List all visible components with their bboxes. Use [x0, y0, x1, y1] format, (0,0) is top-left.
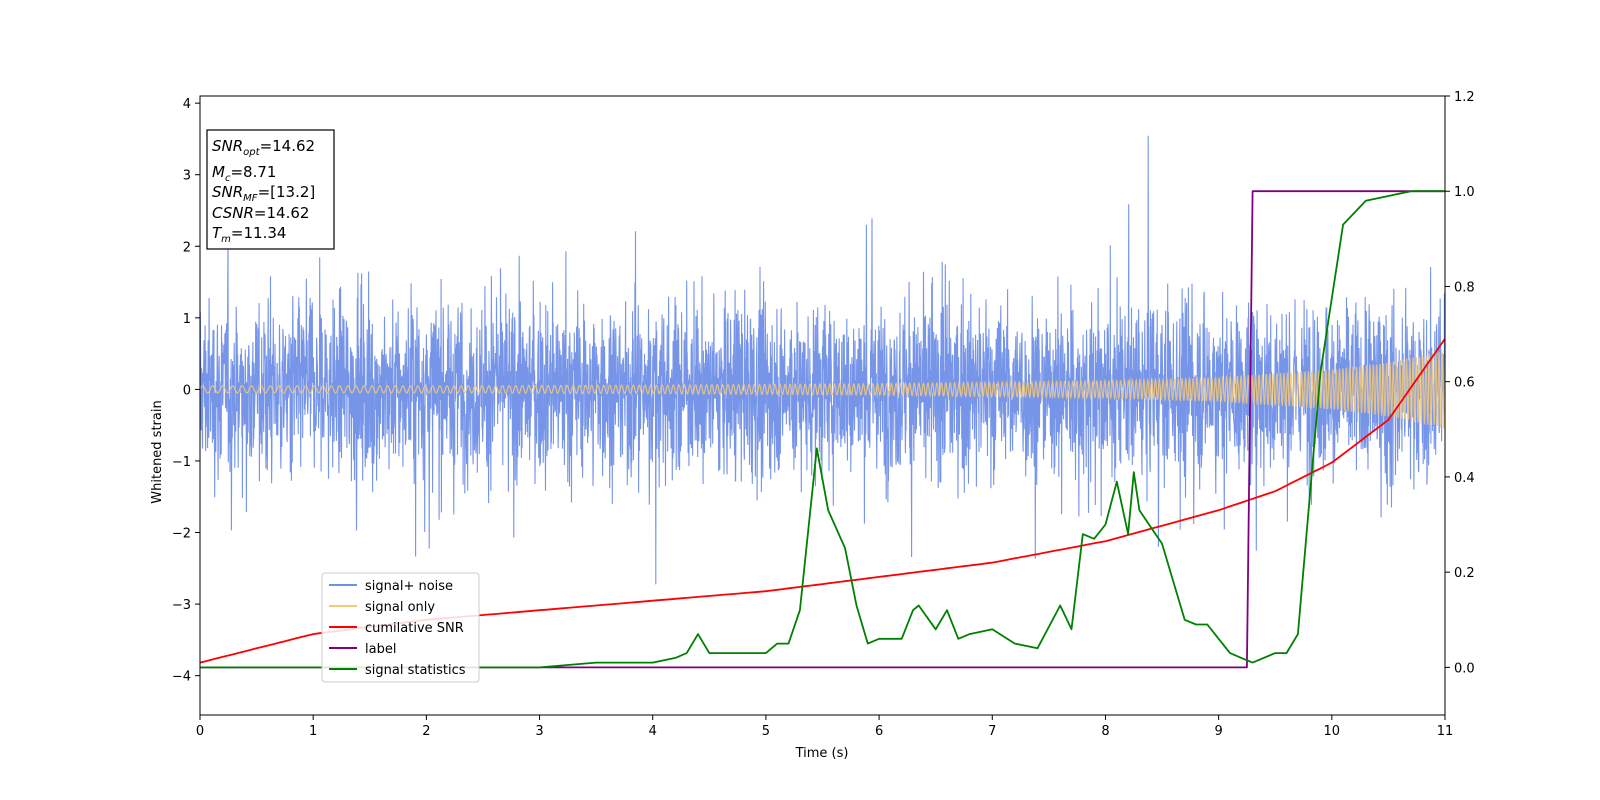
y-tick-label: 4 [183, 97, 191, 112]
info-mc: Mc=8.71 [212, 163, 276, 184]
series-signal-noise [200, 135, 1445, 585]
y2-tick-label: 1.2 [1454, 90, 1475, 105]
y-tick-label: −3 [172, 598, 191, 613]
y2-tick-label: 0.8 [1454, 280, 1475, 295]
x-tick-label: 1 [309, 724, 317, 739]
series-signal-only [200, 351, 1445, 429]
info-snr-mf: SNRMF=[13.2] [212, 183, 315, 204]
y-axis-label: Whitened strain [150, 400, 165, 503]
x-tick-label: 2 [422, 724, 430, 739]
legend-label-signal-noise: signal+ noise [365, 579, 453, 594]
y-tick-label: 1 [183, 312, 191, 327]
y-tick-label: −4 [172, 670, 191, 685]
info-box-frame [206, 129, 335, 250]
y-tick-label: 2 [183, 240, 191, 255]
x-tick-label: 7 [988, 724, 996, 739]
x-tick-label: 4 [649, 724, 657, 739]
series-label [200, 190, 1445, 669]
legend-label-signal-only: signal only [365, 600, 435, 615]
y2-tick-label: 1.0 [1454, 185, 1475, 200]
y-tick-label: 3 [183, 169, 191, 184]
x-tick-label: 11 [1437, 724, 1454, 739]
y2-tick-label: 0.2 [1454, 566, 1475, 581]
x-tick-label: 10 [1324, 724, 1341, 739]
x-axis-label: Time (s) [795, 746, 849, 761]
y-tick-label: −2 [172, 527, 191, 542]
info-box: SNRopt=14.62 Mc=8.71 SNRMF=[13.2] CSNR=1… [206, 129, 335, 250]
x-tick-label: 5 [762, 724, 770, 739]
info-csnr: CSNR=14.62 [212, 204, 309, 222]
series-signal-statistics [200, 190, 1445, 669]
y2-tick-label: 0.6 [1454, 376, 1475, 391]
y-tick-label: −1 [172, 455, 191, 470]
info-tm: Tm=11.34 [212, 224, 286, 245]
x-tick-label: 3 [535, 724, 543, 739]
x-tick-label: 0 [196, 724, 204, 739]
plot-frame [199, 95, 1446, 716]
y2-tick-label: 0.4 [1454, 471, 1475, 486]
x-tick-label: 9 [1214, 724, 1222, 739]
legend-frame [321, 572, 480, 683]
legend-label-signal-statistics: signal statistics [365, 663, 466, 678]
legend: signal+ noise signal only cumilative SNR… [321, 572, 480, 683]
legend-label-cumulative-snr: cumilative SNR [365, 621, 464, 636]
ticks: 0 1 2 3 4 5 6 7 8 9 10 1143210−1−2−3−41.21.00.80.60… [172, 90, 1475, 739]
axes [199, 95, 1446, 716]
info-snr-opt: SNRopt=14.62 [212, 137, 315, 158]
x-tick-label: 8 [1101, 724, 1109, 739]
y2-tick-label: 0.0 [1454, 661, 1475, 676]
legend-label-label: label [365, 642, 396, 657]
x-tick-label: 6 [875, 724, 883, 739]
y-tick-label: 0 [183, 383, 191, 398]
